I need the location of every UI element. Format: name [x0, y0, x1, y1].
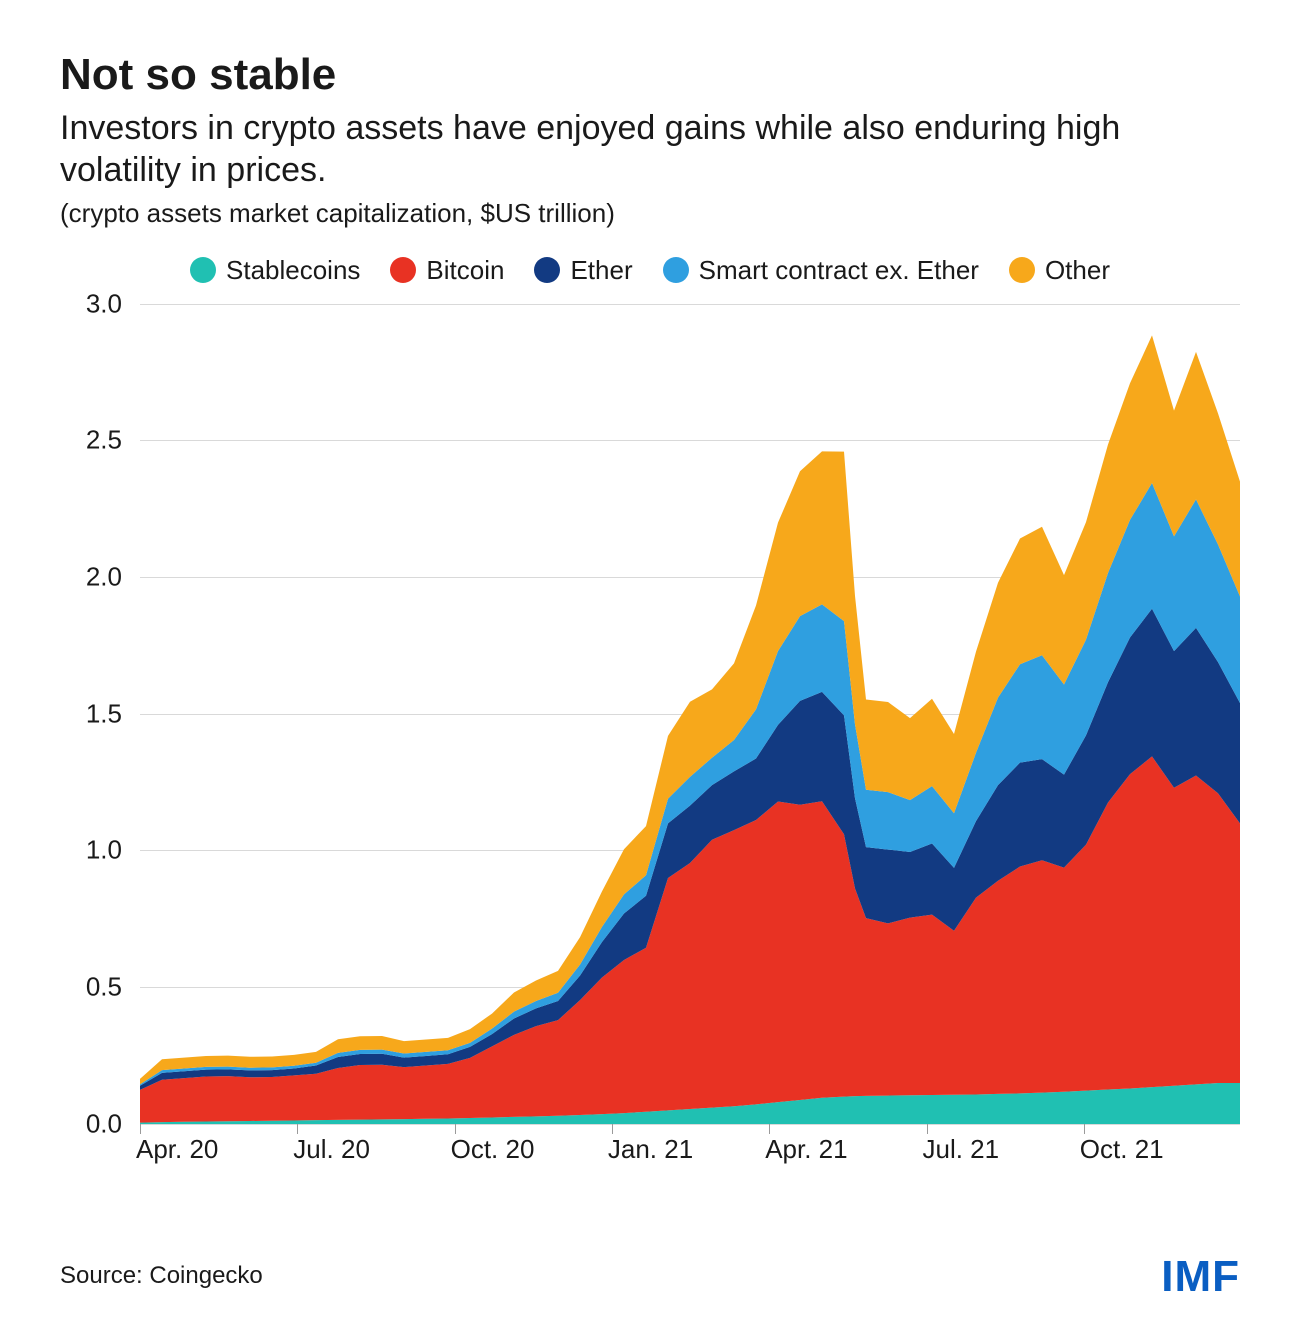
- legend-swatch: [663, 257, 689, 283]
- y-tick-label: 2.0: [86, 561, 122, 592]
- legend-label: Stablecoins: [226, 255, 360, 286]
- chart-title: Not so stable: [60, 50, 1240, 101]
- legend-item-smart_ex: Smart contract ex. Ether: [663, 255, 979, 286]
- x-tick-label: Jan. 21: [608, 1134, 693, 1165]
- chart-subtitle: Investors in crypto assets have enjoyed …: [60, 107, 1240, 192]
- y-tick-label: 2.5: [86, 425, 122, 456]
- x-tick: [612, 1124, 613, 1134]
- y-tick-label: 1.5: [86, 698, 122, 729]
- chart-area: 0.00.51.01.52.02.53.0 Apr. 20Jul. 20Oct.…: [60, 304, 1240, 1180]
- x-tick-label: Oct. 20: [451, 1134, 535, 1165]
- legend-item-other: Other: [1009, 255, 1110, 286]
- y-axis-labels: 0.00.51.01.52.02.53.0: [60, 304, 130, 1124]
- gridline: [140, 1124, 1240, 1125]
- source-note: Source: Coingecko: [60, 1262, 263, 1290]
- legend-item-ether: Ether: [534, 255, 632, 286]
- x-tick-label: Apr. 21: [765, 1134, 847, 1165]
- legend-swatch: [390, 257, 416, 283]
- x-tick-label: Apr. 20: [136, 1134, 218, 1165]
- plot-region: [140, 304, 1240, 1124]
- x-tick: [297, 1124, 298, 1134]
- y-tick-label: 1.0: [86, 835, 122, 866]
- x-tick-label: Oct. 21: [1080, 1134, 1164, 1165]
- x-tick: [927, 1124, 928, 1134]
- y-tick-label: 3.0: [86, 288, 122, 319]
- y-tick-label: 0.5: [86, 971, 122, 1002]
- legend-label: Bitcoin: [426, 255, 504, 286]
- chart-page: Not so stable Investors in crypto assets…: [0, 0, 1300, 1338]
- legend-swatch: [534, 257, 560, 283]
- x-tick-label: Jul. 20: [293, 1134, 370, 1165]
- x-tick: [769, 1124, 770, 1134]
- legend-label: Other: [1045, 255, 1110, 286]
- chart-unit: (crypto assets market capitalization, $U…: [60, 198, 1240, 229]
- x-tick: [140, 1124, 141, 1134]
- legend-item-bitcoin: Bitcoin: [390, 255, 504, 286]
- legend-label: Smart contract ex. Ether: [699, 255, 979, 286]
- brand-logo: IMF: [1161, 1252, 1240, 1302]
- x-axis-labels: Apr. 20Jul. 20Oct. 20Jan. 21Apr. 21Jul. …: [140, 1130, 1240, 1180]
- legend-swatch: [190, 257, 216, 283]
- x-tick: [1084, 1124, 1085, 1134]
- legend-item-stablecoins: Stablecoins: [190, 255, 360, 286]
- x-tick: [455, 1124, 456, 1134]
- x-tick-label: Jul. 21: [923, 1134, 1000, 1165]
- legend: Stablecoins Bitcoin Ether Smart contract ex…: [60, 255, 1240, 286]
- legend-label: Ether: [570, 255, 632, 286]
- legend-swatch: [1009, 257, 1035, 283]
- stacked-area-svg: [140, 304, 1240, 1124]
- y-tick-label: 0.0: [86, 1108, 122, 1139]
